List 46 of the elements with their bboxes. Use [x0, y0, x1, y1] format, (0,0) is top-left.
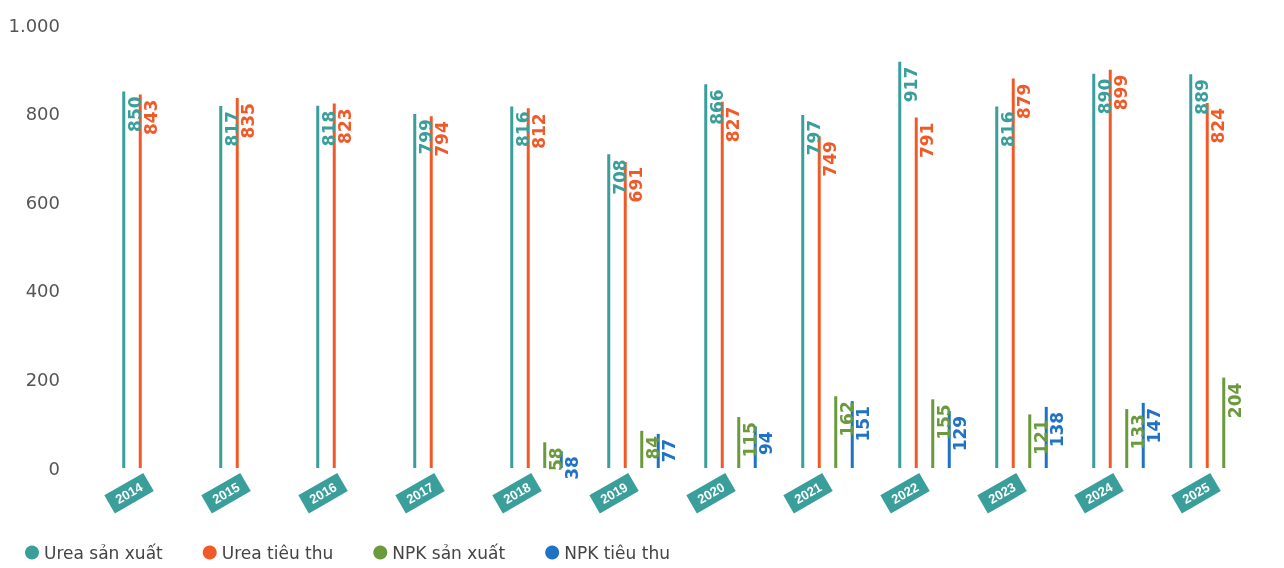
x-tick-label: 2019 — [597, 479, 631, 507]
x-tick-label: 2022 — [888, 479, 922, 507]
bar — [219, 106, 223, 468]
y-tick-label: 400 — [25, 280, 60, 302]
data-label: 791 — [917, 122, 938, 159]
x-tick-label: 2023 — [985, 479, 1019, 507]
y-tick-label: 1.000 — [8, 14, 60, 36]
bar — [834, 396, 838, 468]
bar — [510, 106, 514, 468]
x-tick-label: 2020 — [694, 479, 728, 507]
x-tick-label: 2025 — [1179, 479, 1213, 507]
bar — [704, 84, 708, 468]
bar — [1092, 73, 1096, 468]
bar — [737, 417, 741, 468]
bar — [543, 442, 547, 468]
legend-label: NPK sản xuất — [392, 542, 506, 563]
bar — [995, 106, 999, 468]
x-tick-label: 2014 — [112, 479, 146, 507]
y-tick-label: 200 — [25, 368, 60, 390]
bar — [1125, 409, 1129, 468]
y-tick-label: 800 — [25, 103, 60, 125]
y-tick-label: 0 — [48, 457, 60, 479]
legend-label: NPK tiêu thu — [564, 542, 670, 563]
bar — [122, 91, 126, 468]
x-tick-label: 2021 — [791, 479, 825, 507]
bar — [413, 114, 417, 468]
bar — [607, 154, 611, 468]
x-tick-label: 2024 — [1082, 479, 1116, 507]
data-label: 917 — [900, 66, 921, 103]
bar — [316, 105, 320, 468]
data-label: 204 — [1224, 382, 1245, 419]
legend-label: Urea tiêu thu — [221, 542, 334, 563]
x-tick-label: 2017 — [403, 479, 437, 507]
y-tick-label: 600 — [25, 191, 60, 213]
x-tick-label: 2018 — [500, 479, 534, 507]
bar — [931, 399, 935, 468]
bar — [1222, 377, 1226, 468]
bar — [914, 117, 918, 468]
bar — [1028, 414, 1032, 468]
bar — [898, 61, 902, 468]
legend-label: Urea sản xuất — [44, 542, 164, 563]
x-tick-label: 2015 — [209, 479, 243, 507]
bar — [640, 430, 644, 468]
bar — [1189, 74, 1193, 468]
bar — [801, 114, 805, 468]
x-tick-label: 2016 — [306, 479, 340, 507]
